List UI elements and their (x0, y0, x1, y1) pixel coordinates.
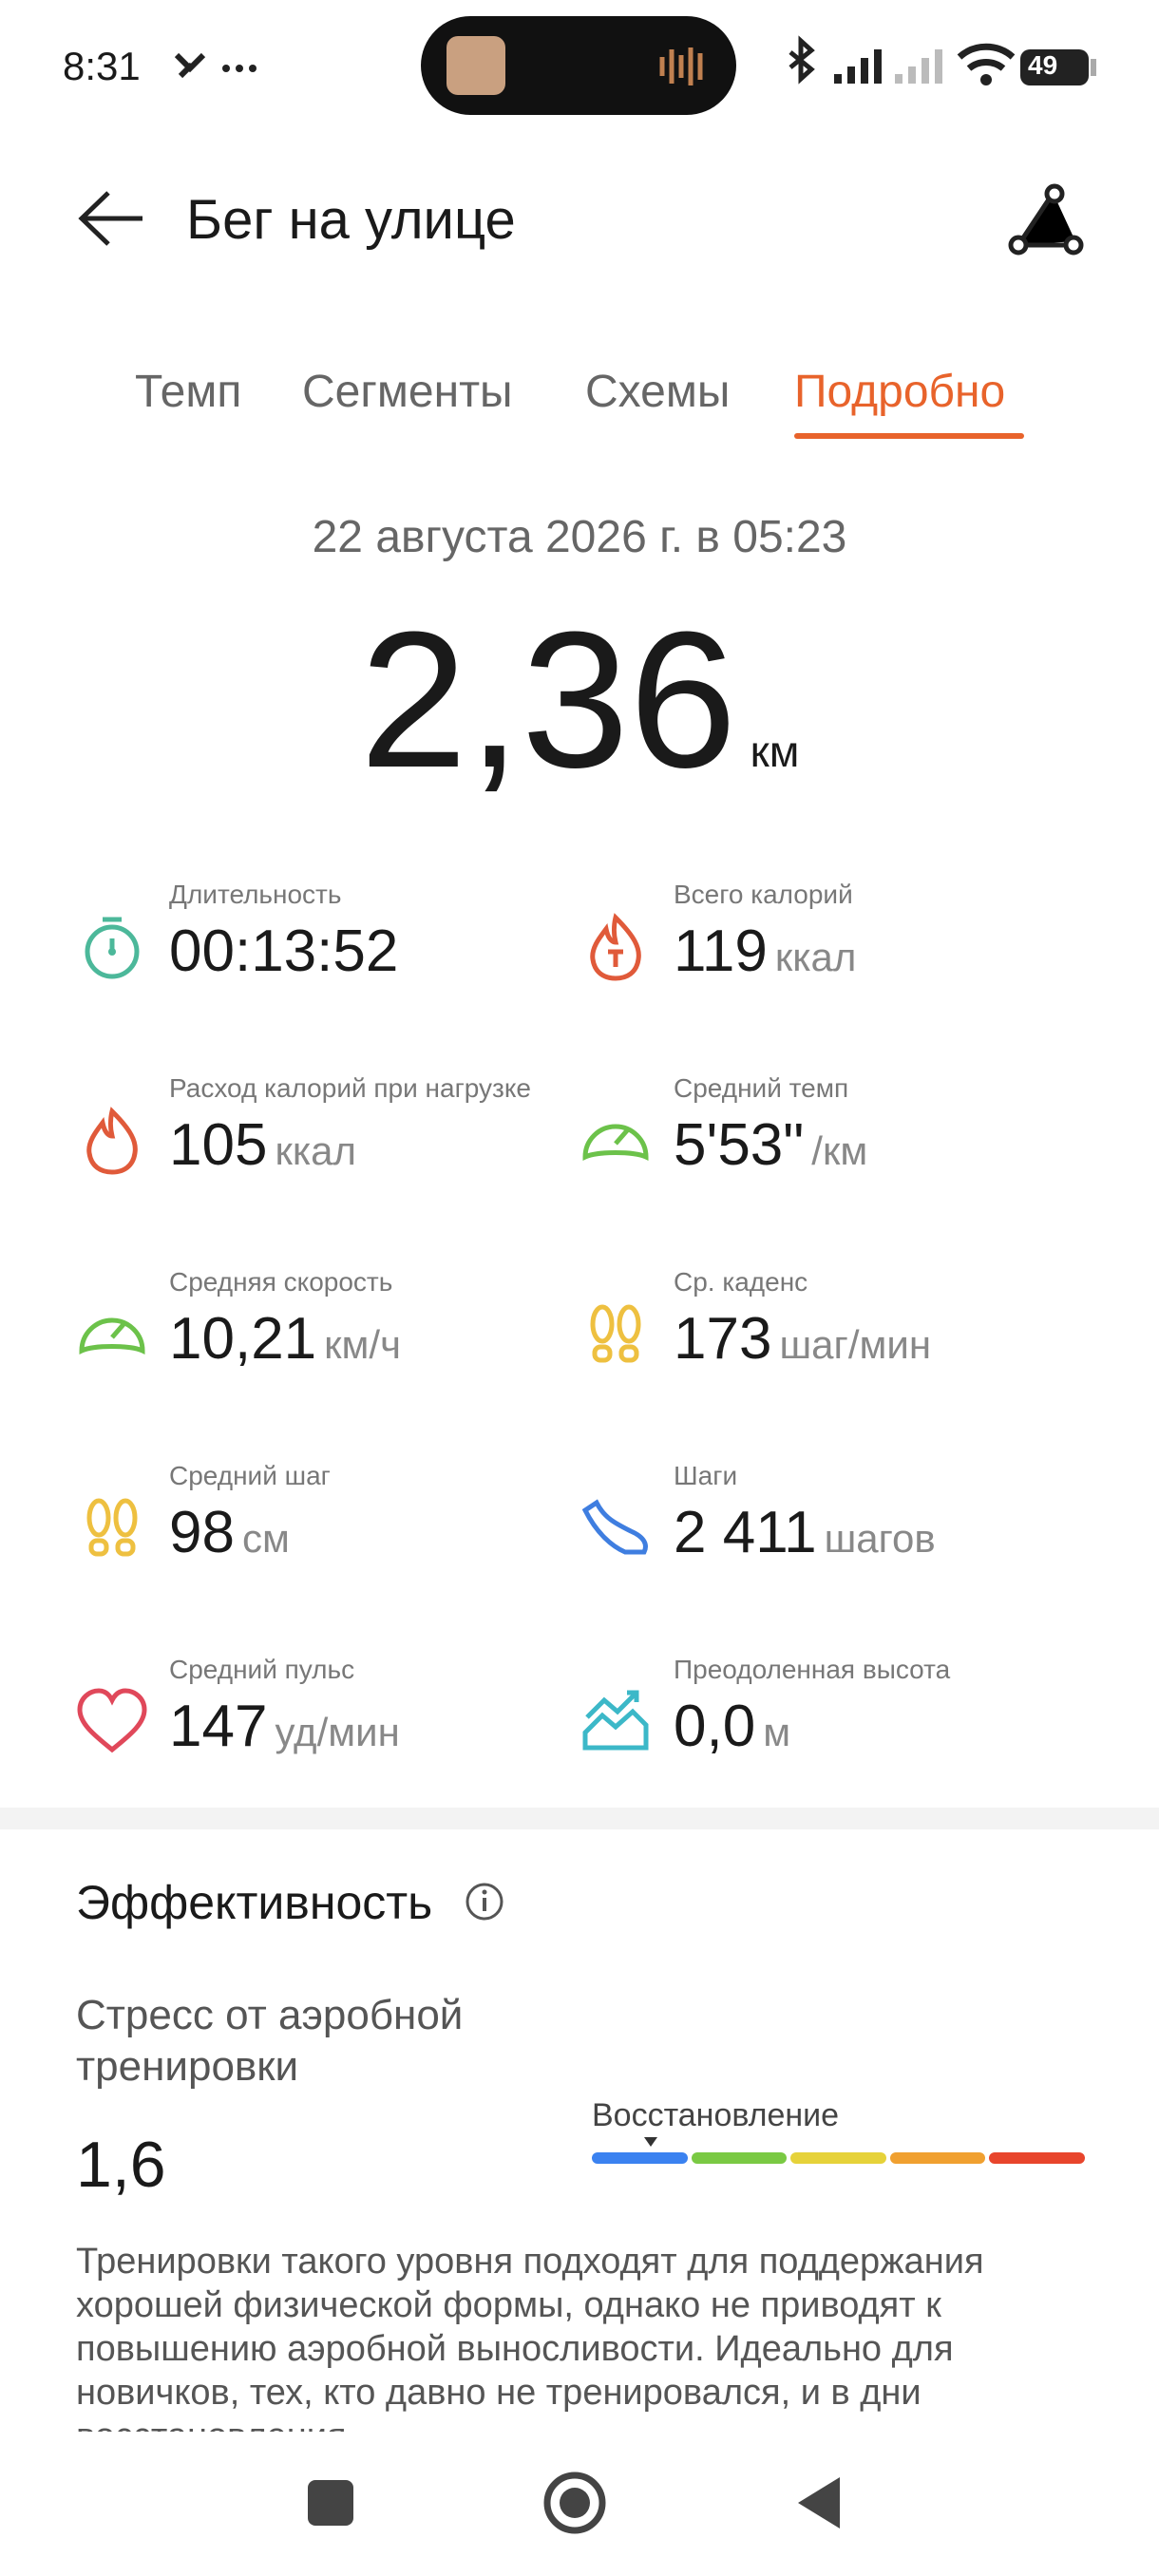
stress-value: 1,6 (76, 2129, 166, 2201)
route-button[interactable] (1007, 182, 1087, 258)
metric-number: 98 (169, 1500, 235, 1565)
metric-value: 98 см (169, 1499, 290, 1566)
battery-level: 49 (1028, 50, 1058, 80)
metric-number: 105 (169, 1112, 268, 1178)
metric-icon (581, 1499, 648, 1555)
scale-segment (790, 2152, 886, 2164)
distance: 2,36 км (0, 589, 1159, 812)
section-title: Эффективность (76, 1876, 433, 1929)
scale-segment (592, 2152, 688, 2164)
metric-unit: м (763, 1710, 791, 1754)
metric-unit: см (241, 1516, 290, 1561)
info-icon[interactable] (464, 1881, 505, 1923)
metric-icon (590, 913, 641, 981)
metric-label: Средняя скорость (169, 1267, 393, 1297)
metric-label: Средний темп (674, 1073, 849, 1103)
metric-unit: шаг/мин (779, 1322, 932, 1367)
metric-number: 5'53" (674, 1112, 805, 1178)
metric-icon (86, 1107, 138, 1175)
metric-number: 00:13:52 (169, 919, 399, 984)
metric-icon (85, 917, 140, 979)
scale-segment (989, 2152, 1085, 2164)
nav-bar (308, 2472, 840, 2534)
metric-value: 147 уд/мин (169, 1693, 400, 1760)
distance-value: 2,36 (359, 592, 737, 808)
stress-label: Стресс от аэробной тренировки (76, 1992, 464, 2090)
divider (0, 1808, 1159, 1829)
metric-number: 119 (674, 919, 768, 984)
metric-label: Средний пульс (169, 1655, 355, 1684)
metric-label: Шаги (674, 1461, 738, 1490)
scale-segment (691, 2152, 788, 2164)
metric-value: 00:13:52 (169, 918, 398, 985)
date: 22 августа 2026 г. в 05:23 (312, 512, 847, 562)
metric-label: Всего калорий (674, 880, 853, 909)
metric-number: 0,0 (674, 1694, 756, 1759)
metric-unit: шагов (824, 1516, 936, 1561)
metric-number: 2 411 (674, 1500, 817, 1565)
metric-number: 173 (674, 1306, 772, 1372)
metric-value: 10,21 км/ч (169, 1305, 401, 1373)
tab[interactable]: Темп (135, 367, 242, 417)
scale-label: Восстановление (592, 2097, 840, 2133)
header-title: Бег на улице (186, 189, 516, 251)
metric-value: 173 шаг/мин (674, 1305, 931, 1373)
scale-segment (889, 2152, 986, 2164)
metric-unit: уд/мин (275, 1710, 400, 1754)
metric-icon (582, 1690, 649, 1751)
metric-icon (77, 1688, 147, 1753)
metric-value: 5'53"/км (674, 1111, 867, 1179)
description: Тренировки такого уровня подходят для по… (76, 2242, 984, 2432)
scale-marker (644, 2137, 657, 2147)
metric-unit: /км (811, 1128, 868, 1173)
tab[interactable]: Сегменты (302, 367, 513, 417)
metric-value: 119 ккал (674, 918, 856, 985)
status-icons (174, 16, 1096, 115)
status-time: 8:31 (63, 44, 141, 88)
metric-value: 0,0 м (674, 1693, 790, 1760)
tab[interactable]: Схемы (585, 367, 731, 417)
nav-back[interactable] (798, 2477, 840, 2529)
tab[interactable]: Подробно (794, 367, 1006, 417)
nav-recents[interactable] (308, 2480, 353, 2526)
metric-icon (79, 1317, 145, 1355)
nav-home[interactable] (543, 2472, 606, 2534)
metric-number: 10,21 (169, 1306, 317, 1372)
metric-unit: км/ч (324, 1322, 401, 1367)
metric-label: Средний шаг (169, 1461, 331, 1490)
metric-label: Расход калорий при нагрузке (169, 1073, 532, 1103)
back-button[interactable] (76, 185, 147, 252)
metric-label: Ср. каденс (674, 1267, 808, 1297)
metric-icon (86, 1498, 138, 1557)
metric-unit: ккал (275, 1128, 356, 1173)
metric-icon (590, 1304, 641, 1363)
metric-unit: ккал (774, 935, 857, 979)
metric-icon (582, 1124, 649, 1162)
tab-indicator (794, 433, 1024, 439)
metric-value: 105 ккал (169, 1111, 356, 1179)
metric-label: Преодоленная высота (674, 1655, 951, 1684)
metric-label: Длительность (169, 880, 342, 909)
metric-value: 2 411 шагов (674, 1499, 936, 1566)
distance-unit: км (750, 727, 800, 776)
metric-number: 147 (169, 1694, 268, 1759)
